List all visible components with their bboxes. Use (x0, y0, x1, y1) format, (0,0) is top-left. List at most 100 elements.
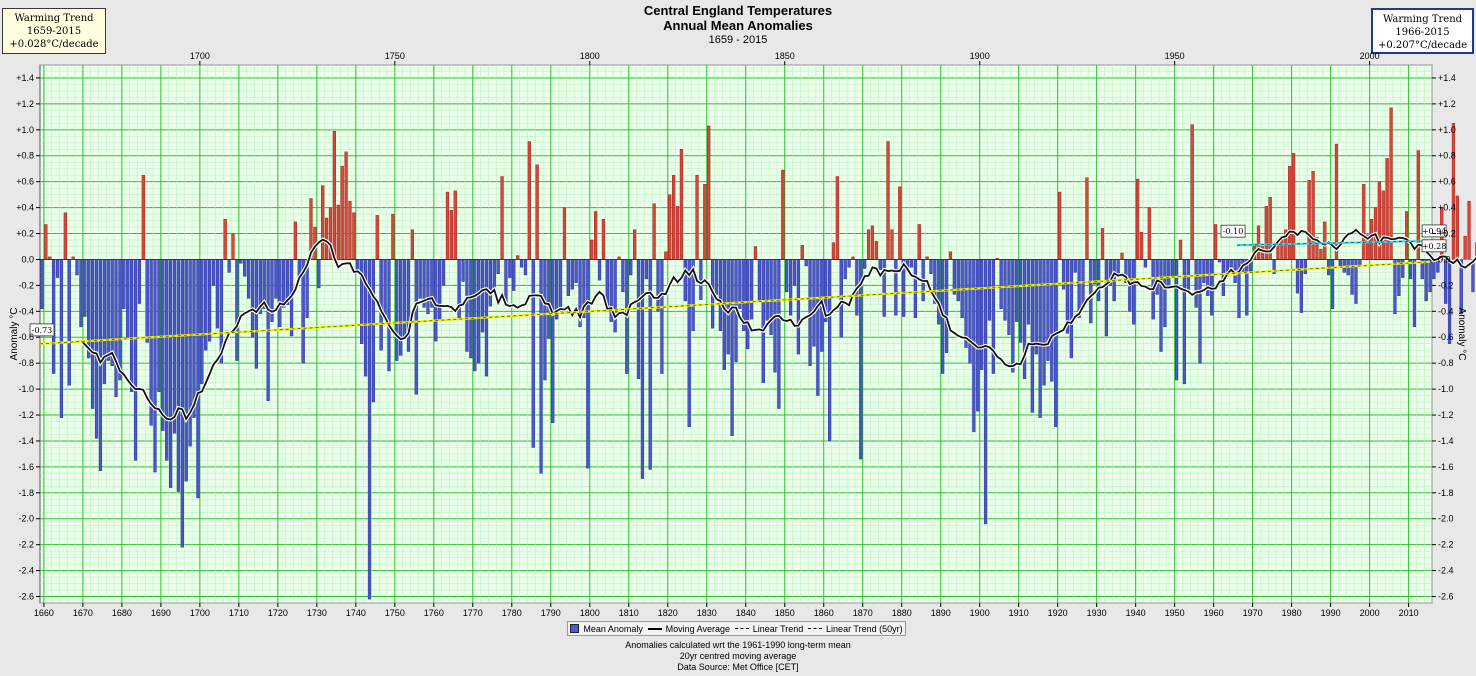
bar-1761 (438, 259, 442, 321)
bar-1853 (796, 259, 800, 355)
bar-1884 (917, 224, 921, 260)
bar-1876 (886, 141, 890, 260)
bar-1700 (200, 259, 204, 385)
bar-1800 (590, 239, 594, 260)
bar-1781 (516, 255, 520, 260)
bar-1900 (980, 259, 984, 370)
bar-1838 (738, 259, 742, 309)
bar-1872 (870, 225, 875, 260)
bar-1827 (695, 174, 699, 260)
bar-1862 (831, 242, 836, 260)
bar-1948 (1167, 259, 1171, 287)
y-tick-label-left: -1.4 (18, 436, 34, 446)
bar-1708 (231, 233, 235, 260)
x-tick-label-top: 1850 (775, 51, 795, 61)
bar-1997 (1358, 259, 1362, 265)
bar-1695 (180, 259, 184, 548)
y-tick-label-right: -0.8 (1438, 358, 1454, 368)
y-tick-label-left: -0.6 (18, 332, 34, 342)
bar-1954 (1190, 124, 1194, 260)
x-tick-label-bottom: 1800 (580, 608, 600, 618)
legend-swatch-mean (570, 624, 580, 633)
bar-1772 (480, 259, 485, 333)
bar-1731 (321, 185, 325, 260)
bar-1704 (215, 259, 220, 329)
bar-1929 (1093, 259, 1097, 285)
bar-1691 (165, 259, 169, 461)
bar-1777 (500, 176, 504, 260)
bar-1736 (340, 165, 344, 260)
bar-1852 (792, 259, 797, 286)
x-tick-label-bottom: 1870 (853, 608, 873, 618)
bar-1787 (539, 259, 543, 474)
x-tick-label-bottom: 1960 (1204, 608, 1224, 618)
bar-1743 (367, 259, 372, 600)
bar-2007 (1397, 259, 1401, 296)
bar-1670 (83, 259, 87, 317)
bar-1927 (1085, 177, 1089, 260)
x-tick-label-bottom: 1720 (268, 608, 288, 618)
legend-swatch-linear (734, 628, 749, 629)
y-tick-label-left: -2.4 (18, 566, 34, 576)
bar-1701 (204, 259, 208, 351)
bar-1823 (679, 149, 684, 260)
bar-1684 (137, 259, 142, 304)
bar-1789 (547, 259, 551, 339)
bar-1882 (909, 259, 914, 268)
bar-2000 (1369, 219, 1374, 260)
x-tick-label-bottom: 2010 (1399, 608, 1419, 618)
legend-label-linear50: Linear Trend (50yr) (826, 623, 903, 634)
bar-1818 (660, 259, 664, 374)
bar-1845 (765, 259, 769, 321)
bar-1801 (594, 211, 598, 260)
x-tick-label-bottom: 1900 (970, 608, 990, 618)
y-tick-label-left: +0.4 (16, 203, 34, 213)
y-tick-label-left: -1.2 (18, 410, 34, 420)
linear-trend-50yr-dash (1237, 240, 1431, 246)
bar-2015 (1428, 259, 1432, 293)
trend-label-end: +0.28 (1421, 239, 1447, 253)
bar-1849 (781, 169, 785, 260)
bar-1680 (122, 259, 126, 309)
y-tick-label-left: -2.0 (18, 514, 34, 524)
bar-1710 (239, 259, 243, 264)
bar-1786 (535, 164, 539, 260)
bar-1779 (508, 259, 512, 278)
bar-1817 (656, 259, 660, 312)
bar-1811 (633, 229, 637, 260)
bar-1703 (211, 259, 216, 286)
bar-1951 (1178, 239, 1183, 260)
bar-1858 (816, 259, 820, 396)
bar-2025 (1467, 200, 1471, 260)
x-tick-label-bottom: 1830 (697, 608, 717, 618)
bar-1769 (469, 259, 473, 359)
x-tick-label-bottom: 1690 (151, 608, 171, 618)
y-tick-label-right: +0.4 (1438, 203, 1456, 213)
bar-1758 (426, 259, 430, 315)
y-tick-label-right: +1.4 (1438, 73, 1456, 83)
bar-1671 (87, 259, 91, 359)
bar-1737 (344, 151, 348, 260)
bar-1910 (1019, 259, 1023, 343)
chart-subtitle: Annual Mean Anomalies (663, 18, 813, 33)
bar-1675 (102, 259, 106, 385)
note-data-source: Data Source: Met Office [CET] (677, 662, 799, 672)
bar-1699 (196, 259, 200, 499)
x-tick-label-bottom: 2000 (1360, 608, 1380, 618)
y-tick-label-right: -0.6 (1438, 332, 1454, 342)
bar-1711 (243, 259, 247, 277)
bar-2004 (1385, 158, 1389, 260)
x-tick-label-bottom: 1970 (1243, 608, 1263, 618)
y-tick-label-right: -2.6 (1438, 592, 1454, 602)
trend50-label-start-text: -0.10 (1223, 227, 1244, 236)
bar-1768 (465, 259, 469, 352)
y-tick-label-left: +1.0 (16, 125, 34, 135)
bar-1930 (1097, 259, 1101, 302)
bar-1883 (913, 259, 917, 318)
bar-1981 (1295, 259, 1300, 294)
bar-1905 (999, 259, 1003, 309)
moving-average-line (80, 228, 1476, 421)
bar-1984 (1307, 180, 1311, 260)
bar-1916 (1042, 259, 1046, 386)
bar-1854 (800, 244, 804, 260)
